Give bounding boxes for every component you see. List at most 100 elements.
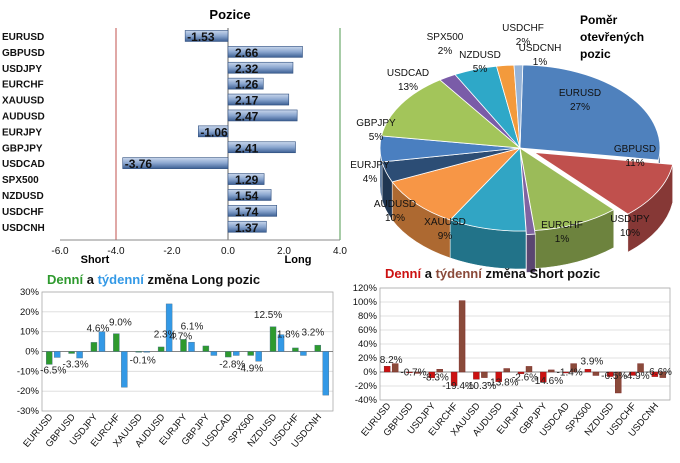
- y-tick-label: 80%: [358, 311, 378, 322]
- long-change-title: Denní a týdenní změna Long pozic: [47, 272, 260, 287]
- x-tick-label: 2.0: [277, 246, 291, 257]
- bar-data-label: -13.8%: [487, 377, 519, 388]
- position-value-label: 2.47: [235, 109, 259, 123]
- pie-slice-percent: 9%: [438, 231, 453, 242]
- position-bar: [227, 220, 267, 233]
- pie-slice-percent: 11%: [625, 158, 644, 169]
- daily-change-bar: [292, 347, 299, 352]
- daily-change-bar: [406, 371, 413, 374]
- weekly-change-bar: [525, 366, 533, 373]
- weekly-change-bar: [300, 351, 307, 356]
- daily-change-bar: [651, 371, 659, 377]
- position-category-label: AUDUSD: [2, 111, 45, 122]
- position-value-label: 1.74: [235, 205, 259, 219]
- pie-slice-label: AUDUSD: [374, 199, 416, 210]
- ratio-pie-chart: Poměr otevřených pozic EURUSD 27% GBPUSD 11…: [350, 13, 674, 273]
- weekly-change-bar: [143, 351, 150, 353]
- weekly-change-bar: [615, 371, 622, 394]
- pie-slice-label: USDCAD: [387, 68, 429, 79]
- position-value-label: 2.41: [235, 141, 259, 155]
- plot-frame: [379, 287, 671, 401]
- daily-change-bar: [45, 351, 53, 365]
- weekly-change-bar: [391, 363, 399, 373]
- daily-change-bar: [180, 339, 187, 352]
- pie-slice-label: USDCHF: [502, 23, 544, 34]
- position-bar: [227, 93, 290, 106]
- positions-category-labels: EURUSD GBPUSD USDJPY EURCHF XAUUSD AUDUSD EURJ…: [2, 32, 45, 234]
- daily-change-bar: [562, 371, 569, 374]
- position-bar: [227, 61, 294, 74]
- long-change-chart: Denní a týdenní změna Long pozic -30% -20…: [17, 272, 334, 450]
- weekly-change-bar: [548, 369, 555, 373]
- pie-slice-percent: 13%: [398, 82, 418, 93]
- x-tick-label: -2.0: [163, 246, 181, 257]
- position-value-label: -1.06: [200, 125, 228, 139]
- weekly-change-bar: [255, 351, 262, 362]
- daily-change-bar: [225, 351, 232, 358]
- pie-slice-percent: 2%: [516, 37, 531, 48]
- bar-data-label: -0.7%: [400, 368, 426, 379]
- pie-slice: [519, 147, 615, 231]
- y-tick-label: 30%: [20, 287, 40, 298]
- y-tick-label: -40%: [355, 395, 378, 406]
- position-value-label: 1.29: [235, 173, 259, 187]
- bar-data-label: 2.3%: [154, 330, 177, 341]
- daily-change-bar: [269, 326, 277, 352]
- position-bar: [227, 46, 303, 58]
- position-category-label: EURJPY: [2, 127, 42, 138]
- short-change-title: Denní a týdenní změna Short pozic: [385, 266, 600, 281]
- position-category-label: EURCHF: [2, 80, 44, 91]
- pie-slice-label: USDJPY: [610, 214, 650, 225]
- bar-data-label: -2.6%: [512, 372, 538, 383]
- position-bar: [227, 109, 298, 122]
- weekly-change-bar: [76, 351, 83, 359]
- bar-data-label: -19.4%: [442, 381, 474, 392]
- pie-slice-percent: 10%: [385, 213, 405, 224]
- pie-slice-percent: 5%: [369, 132, 384, 143]
- weekly-change-bar: [436, 369, 443, 373]
- weekly-change-bar: [414, 371, 421, 374]
- positions-value-labels: -1.53 2.66 2.32 1.26 2.172.47 -1.06 2.41 -3.76 1…: [125, 30, 259, 235]
- bar-data-label: -1.4%: [557, 368, 583, 379]
- pie-slice-label: EURCHF: [541, 220, 583, 231]
- pie-slice-label: GBPJPY: [356, 118, 396, 129]
- y-tick-label: -10%: [17, 366, 40, 377]
- y-tick-label: 0%: [363, 367, 377, 378]
- position-bar: [227, 77, 264, 90]
- bar-data-label: -4.9%: [237, 363, 263, 374]
- bar-data-label: 4.7%: [169, 332, 192, 343]
- bar-data-label: -4.9%: [623, 371, 649, 382]
- ratio-title-line-1: Poměr: [580, 13, 618, 27]
- position-category-label: GBPUSD: [2, 48, 45, 59]
- ratio-title-line-3: pozic: [580, 47, 611, 61]
- daily-change-bar: [113, 333, 120, 352]
- pie-slice: [449, 147, 527, 232]
- pie-slice-percent: 1%: [533, 57, 548, 68]
- y-tick-label: -30%: [17, 406, 40, 417]
- pie-slice-percent: 27%: [570, 102, 590, 113]
- bar-data-label: 4.6%: [87, 324, 110, 335]
- position-category-label: SPX500: [2, 175, 39, 186]
- pie-slice-label: GBPUSD: [614, 144, 656, 155]
- pie-slice-percent: 10%: [620, 228, 640, 239]
- position-value-label: 1.54: [235, 189, 259, 203]
- bar-data-label: 3.2%: [301, 328, 324, 339]
- position-value-label: 2.66: [235, 46, 259, 60]
- long-change-plot: -30%-20%-10%0%10%20%30%EURUSDGBPUSDUSDJP…: [17, 287, 334, 450]
- daily-change-bar: [90, 342, 98, 352]
- y-tick-label: -20%: [17, 386, 40, 397]
- positions-bars: [122, 30, 303, 233]
- position-bar: [227, 173, 265, 185]
- pie-slice-label: EURJPY: [350, 160, 390, 171]
- positions-x-ticks: -6.0 -4.0 -2.0 0.0 2.0 4.0: [51, 246, 347, 257]
- pie-slice-label: NZDUSD: [459, 50, 501, 61]
- bar-data-label: 8.2%: [380, 355, 403, 366]
- bar-data-label: 12.5%: [254, 310, 282, 321]
- short-change-chart: Denní a týdenní změna Short pozic -40% -2…: [353, 266, 672, 439]
- daily-change-bar: [135, 351, 142, 353]
- positions-title: Pozice: [209, 7, 250, 22]
- weekly-change-bar: [188, 341, 195, 352]
- pie-slice-label: USDCNH: [519, 43, 562, 54]
- daily-change-bar: [383, 366, 391, 373]
- bar-data-label: 9.0%: [109, 318, 132, 329]
